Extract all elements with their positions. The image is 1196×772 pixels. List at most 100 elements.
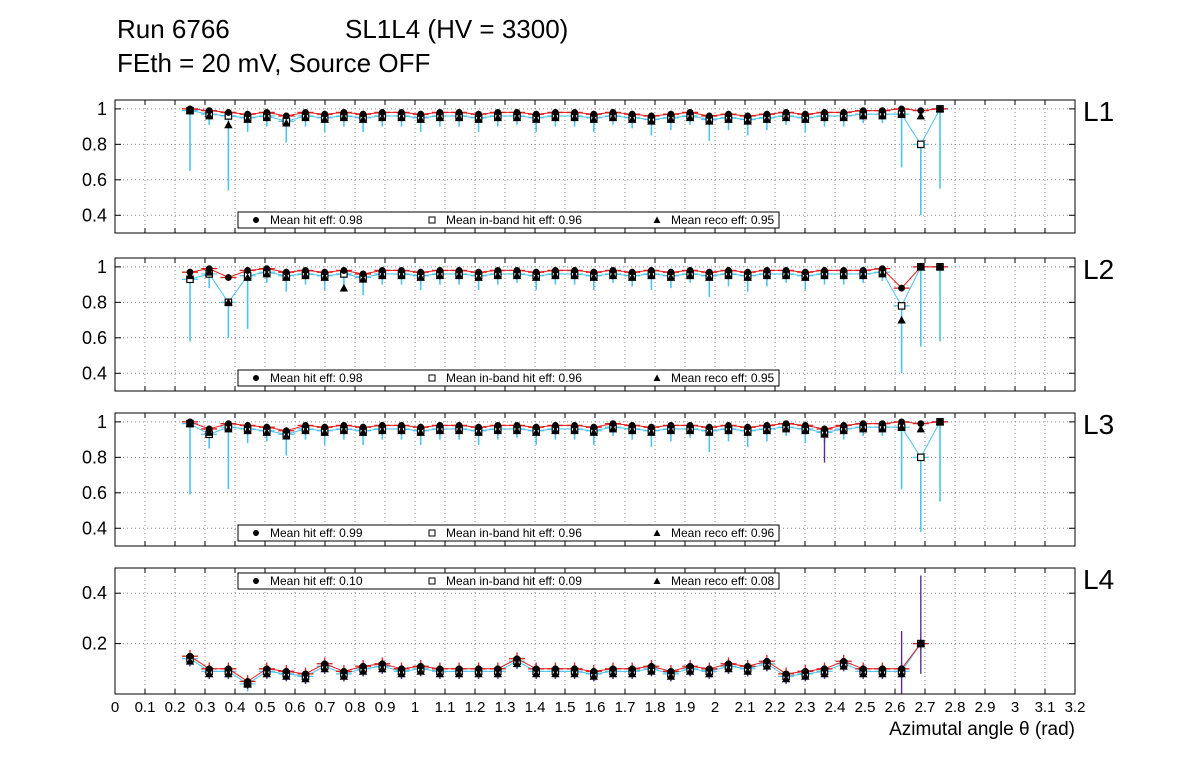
filled-triangle-marker bbox=[262, 428, 271, 436]
filled-circle-marker bbox=[609, 267, 617, 274]
filled-circle-marker bbox=[705, 268, 713, 276]
x-tick-label: 1.6 bbox=[585, 699, 606, 716]
legend-entry-label: Mean reco eff: 0.08 bbox=[671, 574, 775, 588]
legend-triangle-icon bbox=[653, 529, 661, 536]
filled-circle-marker bbox=[282, 112, 290, 120]
filled-circle-marker bbox=[417, 423, 425, 431]
filled-triangle-marker bbox=[224, 120, 233, 129]
x-tick-label: 2 bbox=[711, 699, 719, 716]
filled-triangle-marker bbox=[454, 669, 464, 678]
series-hit-line bbox=[189, 421, 941, 432]
filled-circle-marker bbox=[744, 662, 752, 670]
filled-circle-marker bbox=[225, 109, 232, 116]
filled-circle-marker bbox=[840, 109, 848, 116]
panel-L3: 0.4 0.6 0.8 1 Mean hit eff: 0.99 Mean in-band… bbox=[82, 412, 1076, 547]
filled-triangle-marker bbox=[205, 669, 214, 678]
filled-triangle-marker bbox=[801, 273, 810, 281]
filled-triangle-marker bbox=[781, 113, 791, 122]
filled-circle-marker bbox=[532, 665, 540, 673]
filled-circle-marker bbox=[782, 267, 790, 274]
filled-circle-marker bbox=[302, 109, 309, 116]
filled-triangle-marker bbox=[397, 669, 406, 678]
legend-box bbox=[237, 369, 780, 387]
filled-circle-marker bbox=[359, 110, 367, 118]
filled-triangle-marker bbox=[820, 113, 829, 122]
x-tick-label: 0 bbox=[111, 699, 119, 716]
legend-circle-icon bbox=[253, 530, 259, 536]
filled-circle-marker bbox=[628, 665, 636, 673]
filled-triangle-marker bbox=[743, 117, 752, 125]
filled-circle-marker bbox=[455, 422, 463, 429]
filled-circle-marker bbox=[686, 267, 694, 274]
y-tick-label: 0.4 bbox=[82, 583, 107, 603]
filled-triangle-marker bbox=[339, 113, 349, 122]
legend-square-icon bbox=[428, 216, 436, 224]
filled-triangle-marker bbox=[262, 113, 271, 122]
x-tick-label: 1.1 bbox=[435, 699, 456, 716]
y-tick-label: 1 bbox=[97, 257, 107, 277]
filled-circle-marker bbox=[398, 422, 405, 429]
legend-box bbox=[237, 524, 780, 542]
x-tick-label: 2.2 bbox=[765, 699, 786, 716]
x-tick-label: 1.8 bbox=[645, 699, 666, 716]
filled-circle-marker bbox=[590, 667, 598, 675]
filled-triangle-marker bbox=[358, 275, 368, 283]
filled-triangle-marker bbox=[282, 431, 291, 440]
series-inband-line bbox=[189, 266, 940, 307]
filled-triangle-marker bbox=[435, 426, 445, 435]
filled-triangle-marker bbox=[897, 109, 906, 118]
filled-triangle-marker bbox=[608, 424, 618, 433]
filled-circle-marker bbox=[225, 274, 232, 281]
filled-circle-marker bbox=[263, 109, 271, 116]
filled-triangle-marker bbox=[358, 667, 368, 675]
panel-L2: 0.4 0.6 0.8 1 Mean hit eff: 0.98 Mean in-band… bbox=[82, 257, 1076, 392]
filled-triangle-marker bbox=[224, 424, 233, 433]
x-tick-label: 3 bbox=[1011, 699, 1019, 716]
x-tick-label: 1 bbox=[411, 699, 419, 716]
filled-triangle-marker bbox=[205, 111, 214, 120]
filled-circle-marker bbox=[302, 670, 309, 678]
filled-triangle-marker bbox=[397, 271, 406, 280]
filled-circle-marker bbox=[744, 112, 752, 120]
x-tick-label: 0.4 bbox=[225, 699, 246, 716]
filled-triangle-marker bbox=[608, 669, 618, 678]
filled-triangle-marker bbox=[262, 269, 271, 278]
filled-triangle-marker bbox=[589, 115, 598, 123]
x-tick-label: 1.4 bbox=[525, 699, 546, 716]
filled-circle-marker bbox=[667, 667, 675, 675]
filled-triangle-marker bbox=[397, 426, 406, 435]
filled-triangle-marker bbox=[647, 117, 656, 125]
filled-triangle-marker bbox=[897, 422, 906, 431]
x-axis-title: Azimutal angle θ (rad) bbox=[889, 719, 1075, 740]
filled-circle-marker bbox=[475, 110, 482, 118]
filled-circle-marker bbox=[648, 112, 655, 120]
filled-triangle-marker bbox=[551, 113, 560, 122]
open-square-marker bbox=[916, 140, 925, 149]
series-markers bbox=[185, 417, 945, 462]
filled-triangle-marker bbox=[801, 426, 810, 435]
filled-triangle-marker bbox=[801, 115, 810, 123]
filled-circle-marker bbox=[686, 422, 694, 429]
filled-circle-marker bbox=[859, 267, 867, 274]
filled-circle-marker bbox=[801, 110, 809, 118]
filled-triangle-marker bbox=[685, 271, 695, 280]
filled-circle-marker bbox=[378, 422, 386, 429]
legend-triangle-icon bbox=[653, 374, 661, 381]
filled-circle-marker bbox=[821, 109, 828, 116]
filled-circle-marker bbox=[494, 665, 502, 673]
filled-circle-marker bbox=[378, 660, 386, 668]
open-square-marker bbox=[916, 453, 925, 462]
filled-circle-marker bbox=[744, 423, 752, 431]
filled-triangle-marker bbox=[762, 115, 772, 123]
filled-circle-marker bbox=[552, 665, 559, 673]
filled-circle-marker bbox=[840, 422, 848, 429]
filled-triangle-marker bbox=[416, 667, 425, 675]
filled-triangle-marker bbox=[666, 672, 676, 680]
filled-triangle-marker bbox=[666, 273, 676, 281]
filled-triangle-marker bbox=[685, 667, 695, 675]
x-tick-label: 1.9 bbox=[675, 699, 696, 716]
filled-triangle-marker bbox=[358, 115, 368, 123]
filled-circle-marker bbox=[263, 265, 271, 273]
legend-entry-label: Mean hit eff: 0.98 bbox=[270, 213, 363, 227]
filled-circle-marker bbox=[705, 112, 713, 120]
